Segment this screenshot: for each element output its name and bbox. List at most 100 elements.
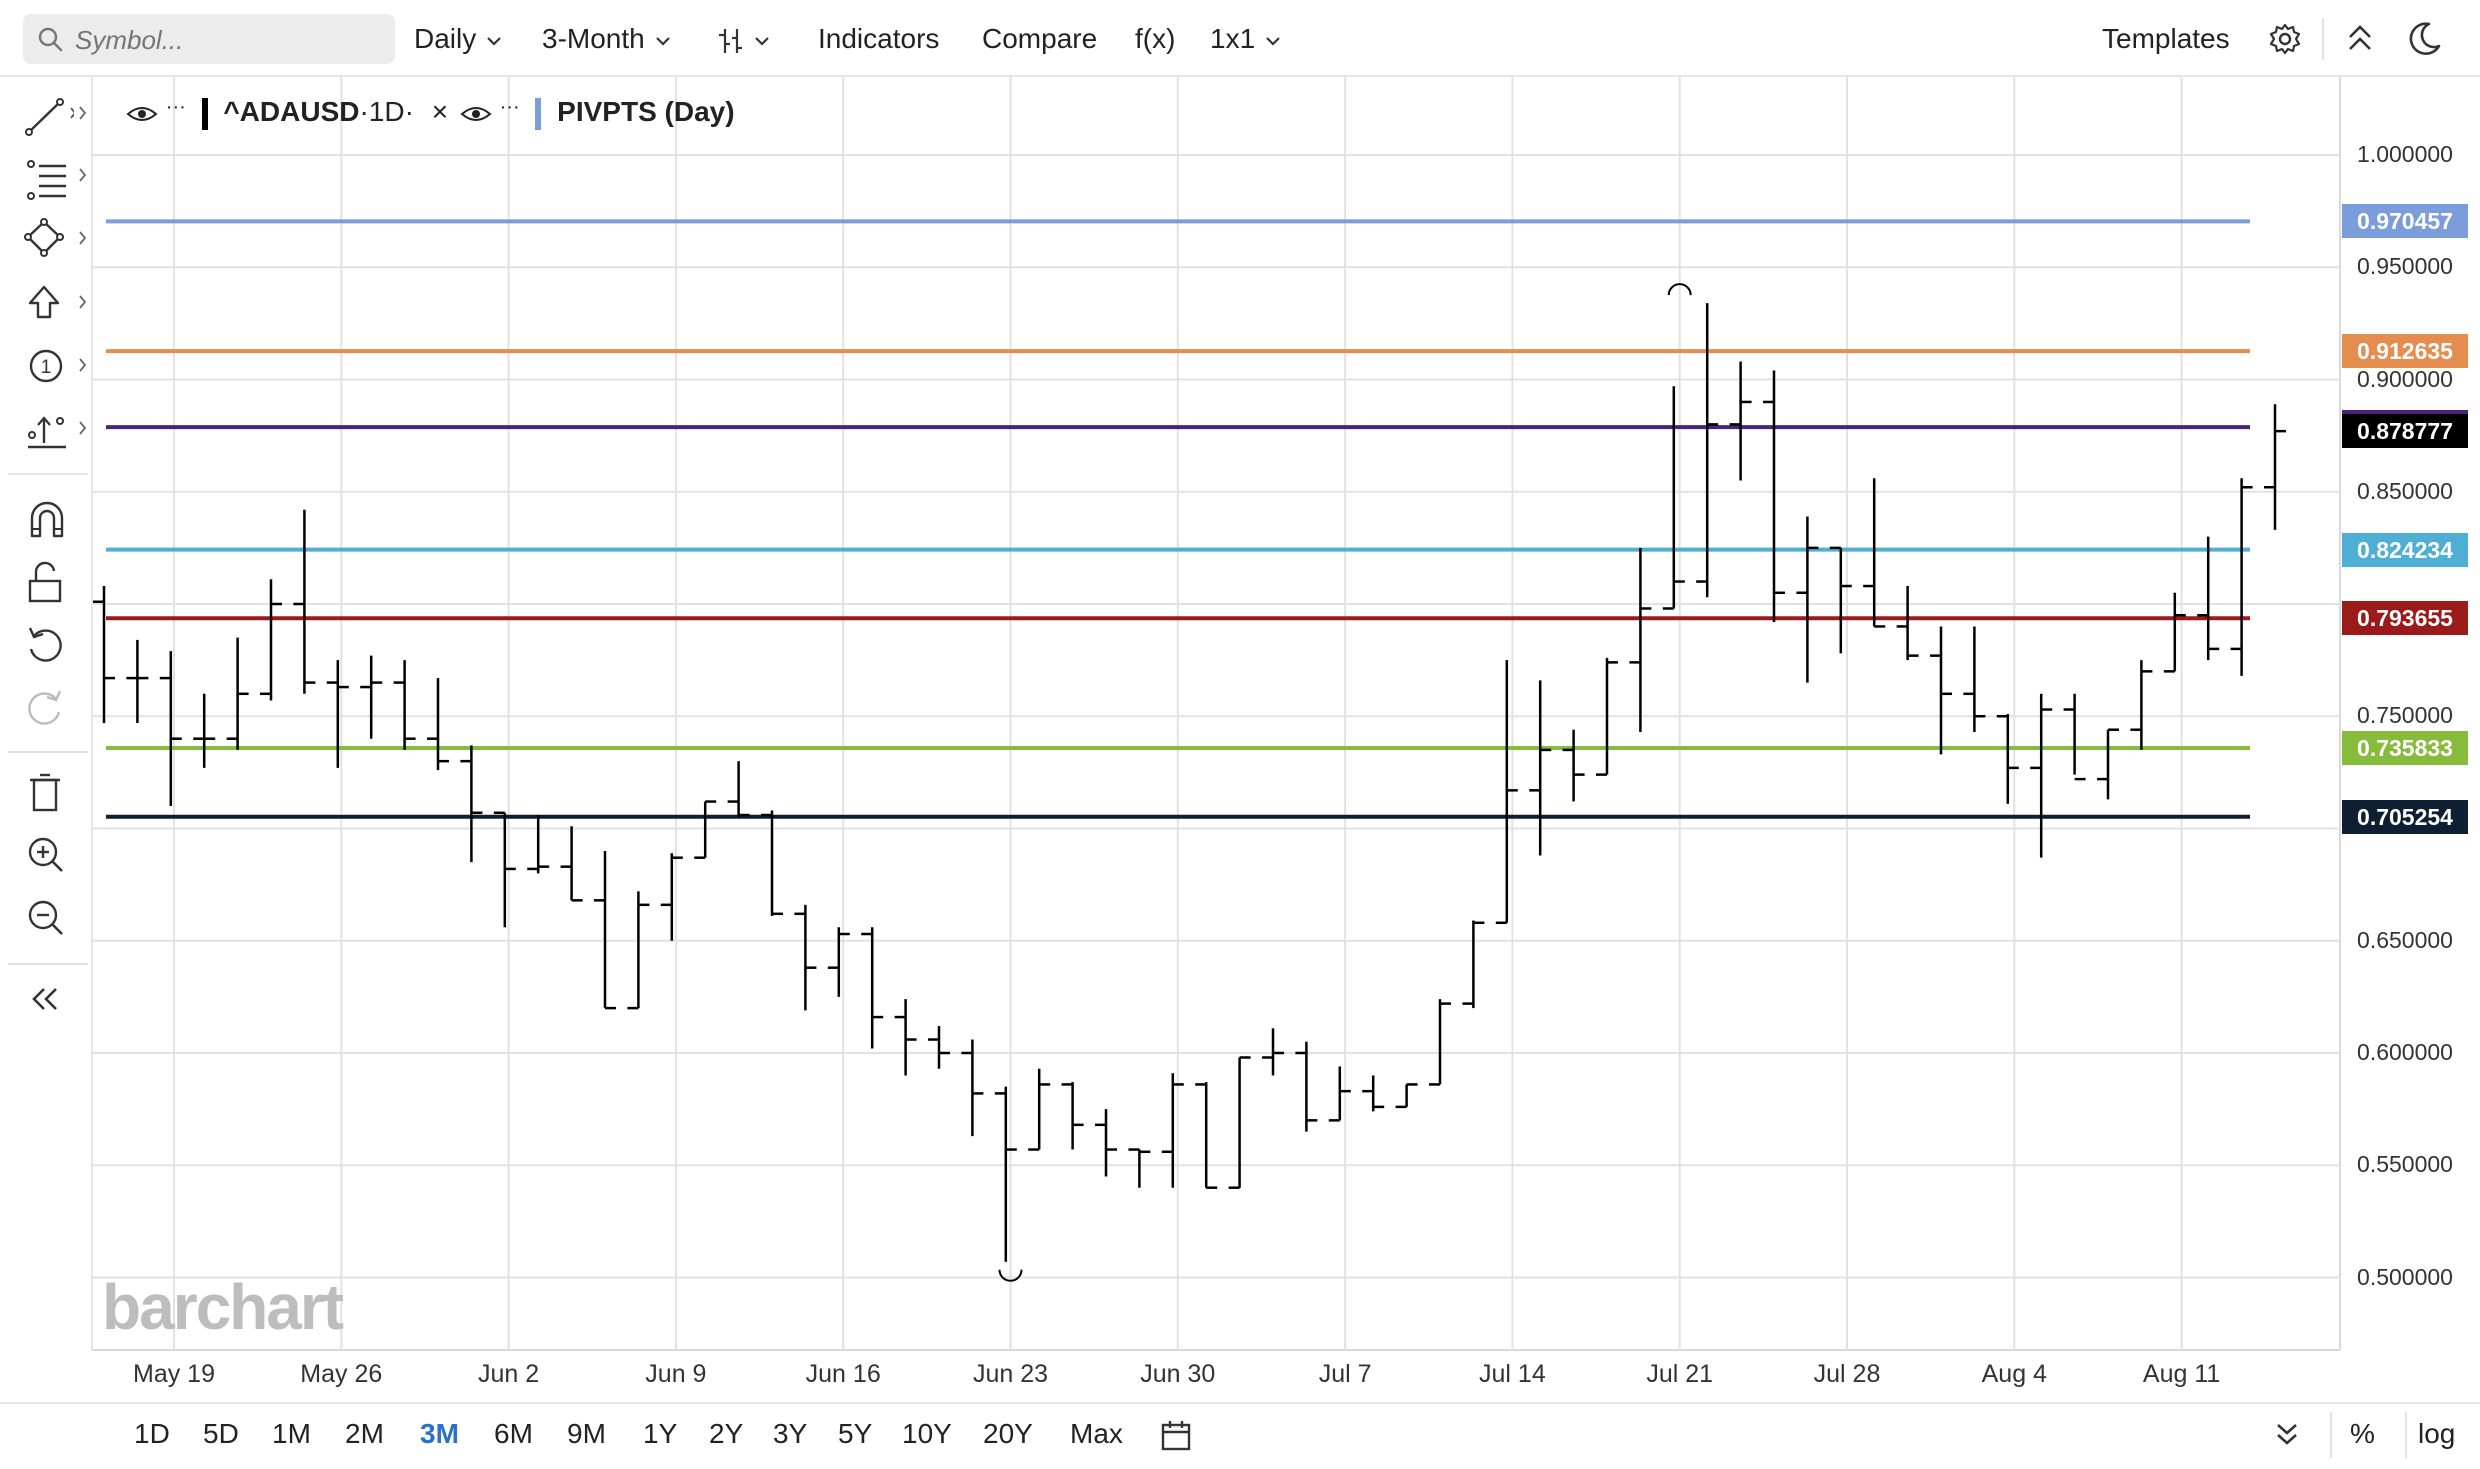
eye-icon[interactable] — [126, 104, 158, 124]
symbol-color-marker — [201, 97, 208, 130]
drawing-toolbar: 1 — [0, 77, 92, 1369]
range-button-6m[interactable]: 6M — [494, 1418, 533, 1449]
chart-type-dropdown[interactable] — [716, 0, 770, 77]
function-button[interactable]: f(x) — [1135, 23, 1176, 54]
lock-tool[interactable] — [24, 559, 74, 609]
range-button-2m[interactable]: 2M — [345, 1418, 384, 1449]
study-menu-button[interactable]: ··· — [499, 96, 520, 118]
expand-footer-button[interactable] — [2272, 1420, 2302, 1455]
toolbar-divider — [2322, 18, 2324, 60]
zoom-in-button[interactable] — [24, 833, 74, 883]
date-range-button[interactable] — [1160, 1418, 1192, 1457]
zoom-out-icon — [28, 900, 63, 935]
symbol-menu-button[interactable]: ··· — [165, 96, 186, 118]
range-button-20y[interactable]: 20Y — [983, 1418, 1033, 1449]
double-chevron-up-icon — [2349, 25, 2371, 50]
arrow-up-icon — [28, 285, 60, 319]
gear-icon — [2269, 23, 2301, 55]
date-axis-label: Jun 16 — [805, 1360, 881, 1388]
date-axis-label: May 19 — [133, 1360, 215, 1388]
symbol-label: ^ADAUSD — [223, 96, 360, 127]
symbol-interval: ·1D· — [359, 96, 414, 127]
tool-flyout-chevron-icon — [79, 295, 87, 309]
chevron-down-icon — [487, 36, 502, 46]
price-axis-label: 0.950000 — [2357, 253, 2453, 280]
period-dropdown[interactable]: 3-Month — [542, 0, 671, 77]
ohlc-bar-icon — [719, 28, 742, 53]
magnet-tool[interactable] — [24, 496, 74, 546]
undo-button[interactable] — [24, 622, 74, 672]
settings-button[interactable] — [2268, 22, 2302, 56]
range-button-10y[interactable]: 10Y — [902, 1418, 952, 1449]
date-axis-label: Jul 7 — [1318, 1360, 1372, 1388]
fibonacci-tool[interactable] — [24, 154, 74, 204]
measure-tool[interactable] — [24, 407, 74, 457]
tool-flyout-chevron-icon — [79, 168, 87, 182]
log-scale-toggle[interactable]: log — [2418, 1418, 2456, 1449]
date-axis-label: Jul 21 — [1646, 1360, 1714, 1388]
period-label: 3-Month — [542, 23, 645, 54]
line-draw-icon — [25, 98, 74, 136]
study-color-marker — [535, 97, 542, 130]
study-label[interactable]: PIVPTS (Day) — [557, 96, 735, 127]
search-icon — [38, 27, 63, 52]
fib-lines-icon — [27, 160, 66, 200]
double-chevron-down-icon — [2277, 1424, 2297, 1445]
eye-icon[interactable] — [460, 104, 492, 124]
remove-symbol-close-icon[interactable]: × — [431, 96, 449, 127]
date-axis-label: Jun 23 — [972, 1360, 1049, 1388]
redo-button[interactable] — [24, 685, 74, 735]
delete-drawings-button[interactable] — [24, 770, 74, 820]
collapse-header-button[interactable] — [2344, 22, 2376, 56]
range-button-9m[interactable]: 9M — [567, 1418, 606, 1449]
trash-icon — [30, 773, 60, 812]
date-axis-label: Jul 14 — [1479, 1360, 1546, 1388]
range-button-max[interactable]: Max — [1070, 1418, 1123, 1449]
interval-dropdown[interactable]: Daily — [414, 0, 502, 77]
date-axis-label: Jun 9 — [645, 1360, 707, 1388]
top-toolbar: Daily 3-Month Indicators Compare f(x) 1x… — [0, 0, 2480, 77]
range-button-2y[interactable]: 2Y — [709, 1418, 744, 1449]
collapse-toolbar-button[interactable] — [24, 977, 74, 1027]
range-button-3m[interactable]: 3M — [420, 1418, 459, 1449]
symbol-search[interactable] — [23, 14, 395, 64]
pivot-tag-pp: 0.824234 — [2342, 532, 2468, 567]
layout-dropdown[interactable]: 1x1 — [1210, 0, 1281, 77]
chevron-down-icon — [1266, 36, 1280, 46]
annotation-tool[interactable]: 1 — [24, 344, 74, 394]
arrow-tool[interactable] — [24, 281, 74, 331]
range-button-5y[interactable]: 5Y — [838, 1418, 873, 1449]
date-axis-label: Jul 28 — [1813, 1360, 1881, 1388]
price-axis-label: 0.600000 — [2357, 1039, 2453, 1065]
date-axis-label: Jun 2 — [478, 1360, 540, 1388]
double-chevron-left-icon — [32, 988, 57, 1010]
price-axis-label: 0.500000 — [2357, 1263, 2453, 1290]
range-button-3y[interactable]: 3Y — [773, 1418, 808, 1449]
tool-flyout-chevron-icon — [79, 421, 87, 435]
toolbar-divider — [8, 473, 88, 475]
range-button-5d[interactable]: 5D — [203, 1418, 239, 1449]
range-button-1d[interactable]: 1D — [134, 1418, 170, 1449]
range-button-1y[interactable]: 1Y — [643, 1418, 678, 1449]
templates-button[interactable]: Templates — [2102, 23, 2230, 54]
chevron-down-icon — [655, 36, 670, 46]
symbol-search-input[interactable] — [73, 22, 377, 58]
chevron-down-icon — [755, 36, 769, 46]
pivot-tag-r2: 0.912635 — [2342, 334, 2468, 369]
price-axis-label: 0.750000 — [2357, 702, 2453, 729]
zoom-out-button[interactable] — [24, 896, 74, 946]
compare-button[interactable]: Compare — [982, 23, 1098, 54]
range-button-1m[interactable]: 1M — [272, 1418, 311, 1449]
footer-divider — [2330, 1412, 2332, 1458]
trend-line-tool[interactable] — [24, 92, 74, 142]
shape-tool[interactable] — [24, 217, 74, 267]
magnet-icon — [30, 501, 64, 538]
period-high-marker — [1667, 283, 1692, 296]
dark-mode-toggle[interactable] — [2405, 20, 2443, 58]
percent-scale-toggle[interactable]: % — [2350, 1418, 2375, 1449]
indicators-button[interactable]: Indicators — [818, 23, 940, 54]
date-axis-label: Aug 4 — [1981, 1360, 2047, 1388]
polygon-icon — [24, 218, 64, 257]
